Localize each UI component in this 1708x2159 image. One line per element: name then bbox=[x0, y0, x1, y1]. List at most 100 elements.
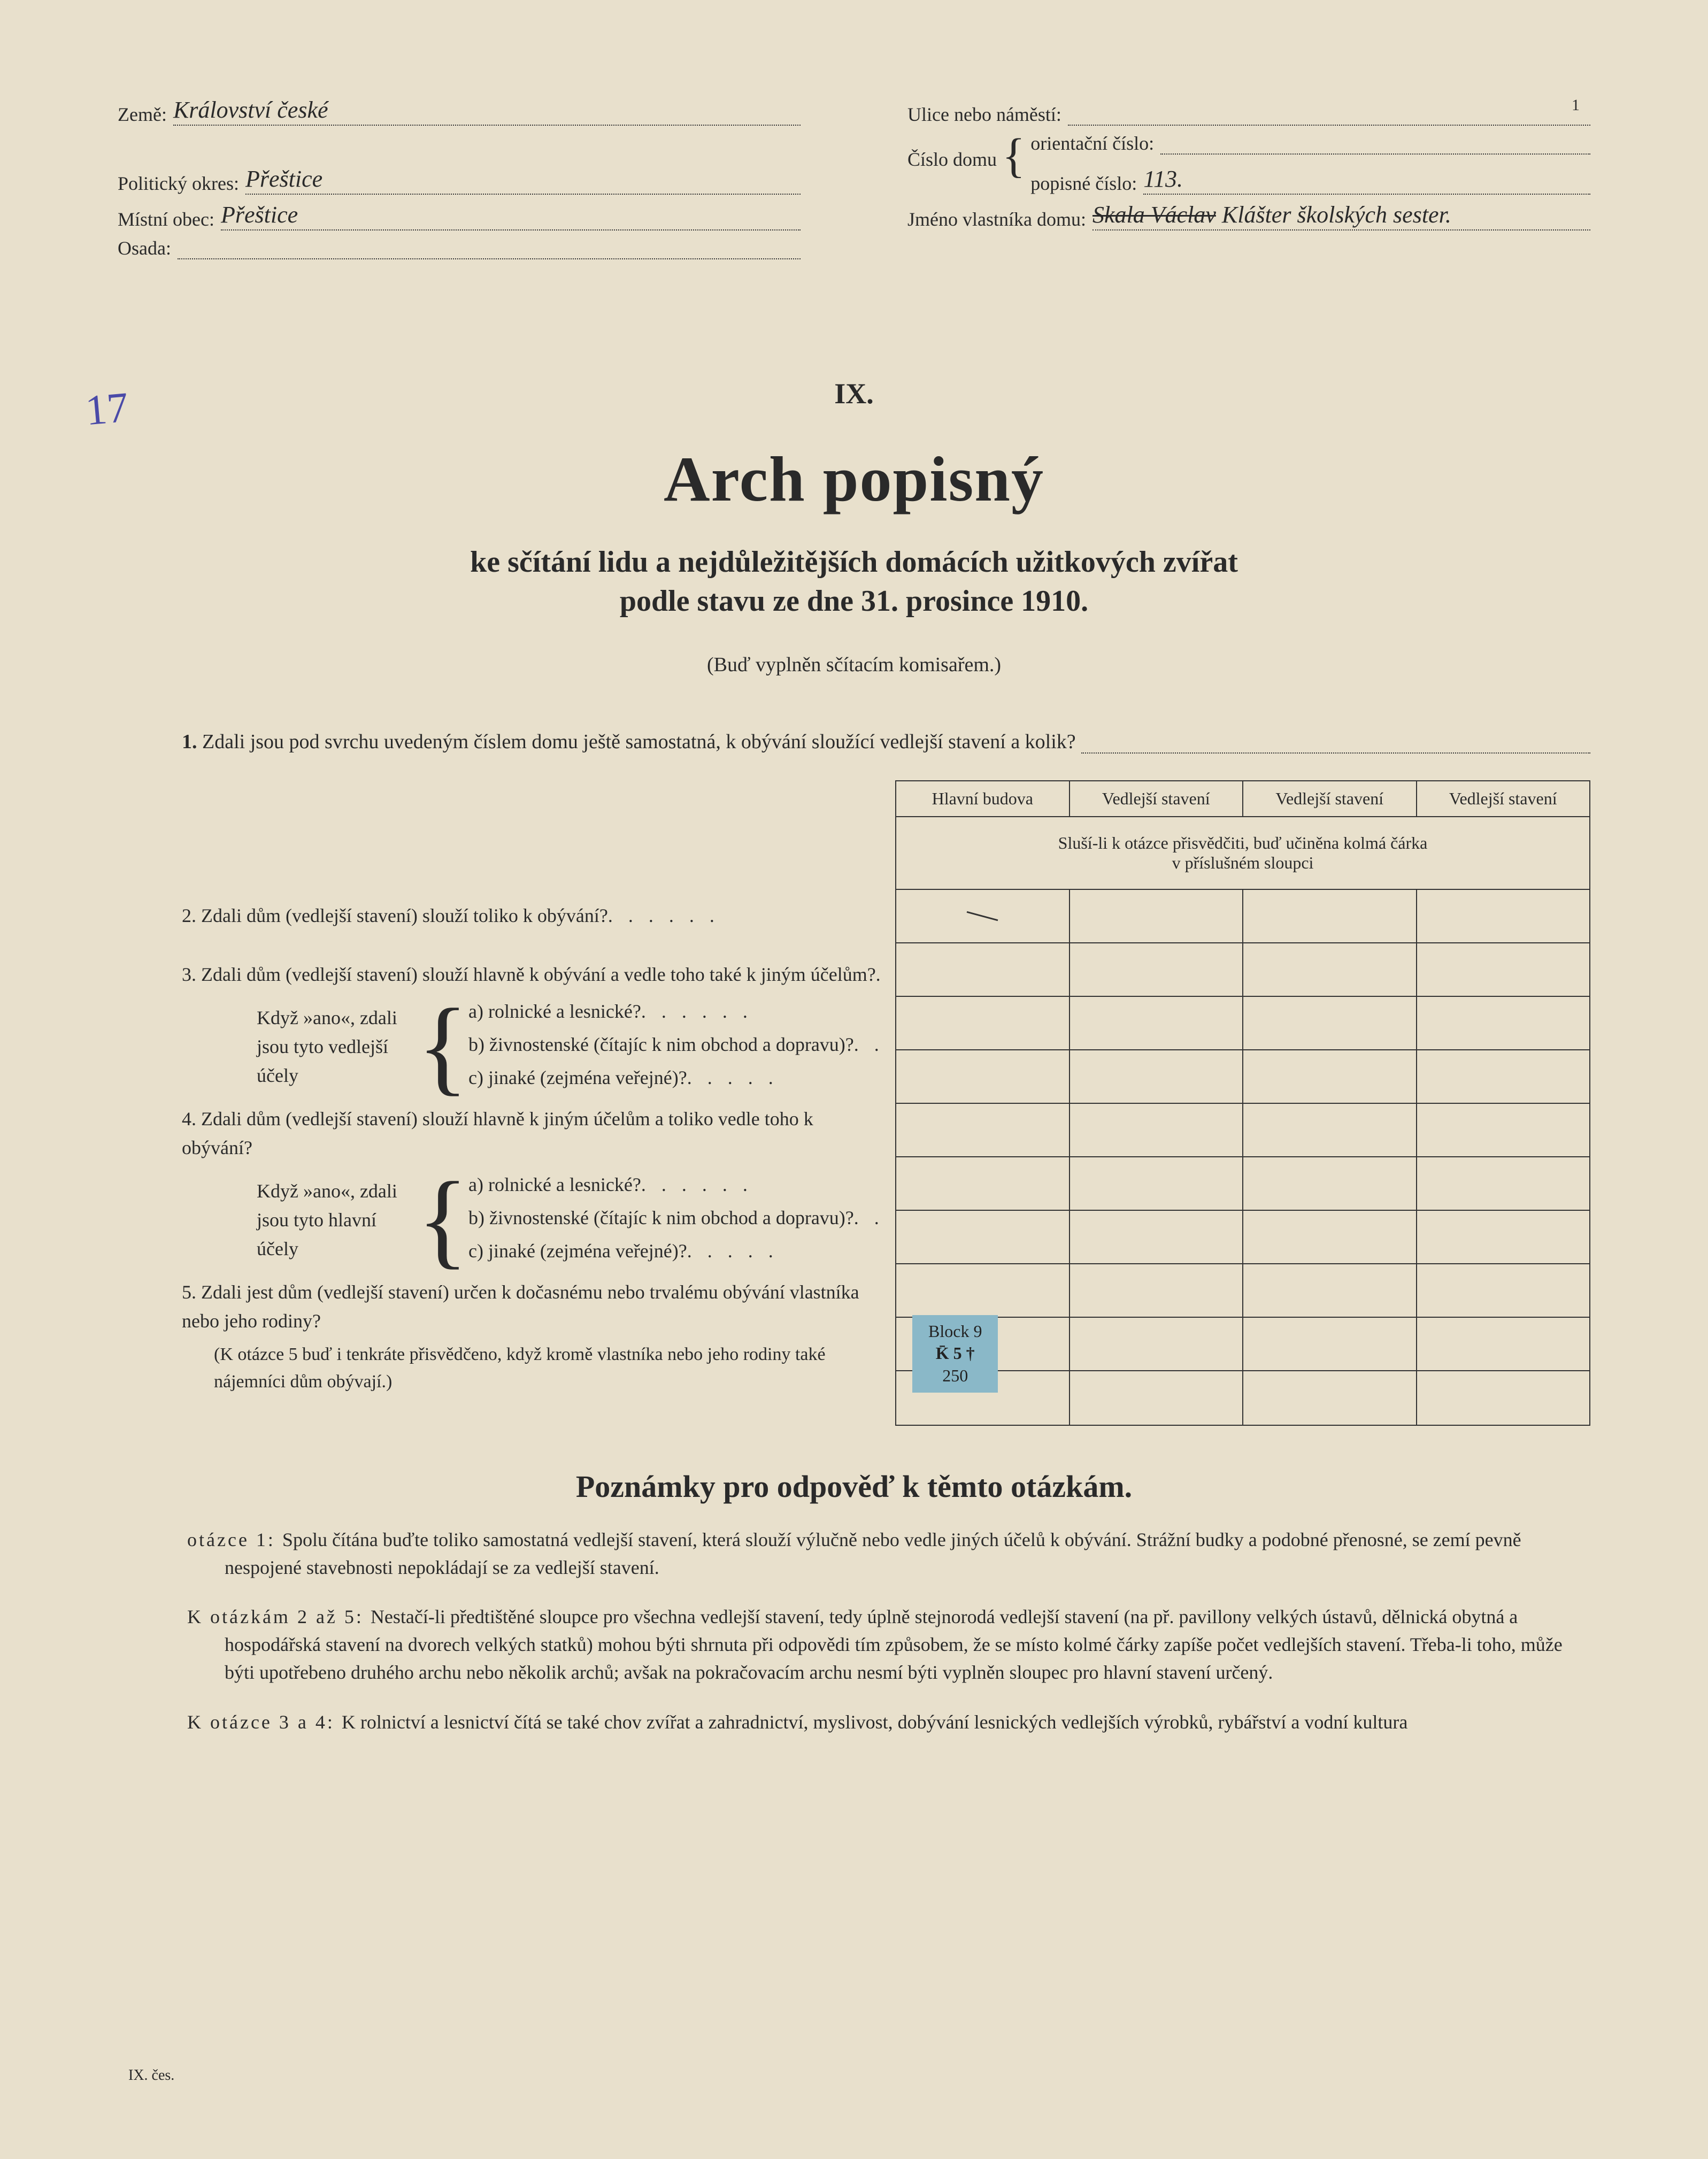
note-item: otázce 1: Spolu čítána buďte toliko samo… bbox=[187, 1526, 1590, 1581]
label-orient: orientační číslo: bbox=[1030, 132, 1154, 155]
value-popis: 113. bbox=[1143, 165, 1590, 195]
subgroup-1: Když »ano«, zdali jsou tyto vedlejší úče… bbox=[182, 997, 884, 1096]
table-cell bbox=[1243, 1264, 1417, 1318]
subtitle-l2: podle stavu ze dne 31. prosince 1910. bbox=[620, 585, 1088, 618]
table-cell bbox=[896, 1157, 1070, 1211]
th-2: Vedlejší stavení bbox=[1243, 781, 1417, 817]
field-owner: Jméno vlastníka domu: Skala Václav Klášt… bbox=[907, 201, 1590, 231]
opt-a: a) rolnické a lesnické? bbox=[468, 997, 641, 1026]
label: Jméno vlastníka domu: bbox=[907, 208, 1086, 231]
table-cell bbox=[1417, 943, 1590, 997]
table-row bbox=[896, 1371, 1589, 1425]
table-cell bbox=[1243, 1050, 1417, 1104]
owner-struck: Skala Václav bbox=[1092, 202, 1216, 228]
field-cislo-domu: Číslo domu { orientační číslo: popisné č… bbox=[907, 132, 1590, 195]
table-row bbox=[896, 1157, 1589, 1211]
table-row bbox=[896, 890, 1589, 943]
value: Království české bbox=[173, 96, 801, 126]
sg2-label: Když »ano«, zdali jsou tyto hlavní účely bbox=[182, 1177, 417, 1263]
dots: . . . . . . bbox=[608, 901, 884, 930]
table-cell bbox=[1070, 890, 1244, 943]
stamp-l2: K̄ 5 † bbox=[928, 1342, 982, 1365]
table-cell bbox=[896, 1211, 1070, 1264]
opt-b2: b) živnostenské (čítajíc k nim obchod a … bbox=[468, 1203, 854, 1232]
table-cell bbox=[1070, 1371, 1244, 1425]
label: Politický okres: bbox=[118, 172, 239, 195]
tick-mark bbox=[967, 911, 998, 920]
label: Číslo domu bbox=[907, 132, 997, 171]
table-cell bbox=[1070, 997, 1244, 1050]
note-label: otázce 1: bbox=[187, 1529, 282, 1550]
field-obec: Místní obec: Přeštice bbox=[118, 201, 801, 231]
question-4: 4. Zdali dům (vedlejší stavení) slouží h… bbox=[182, 1104, 884, 1162]
stamp-l1: Block 9 bbox=[928, 1320, 982, 1343]
notes-title: Poznámky pro odpověď k těmto otázkám. bbox=[118, 1469, 1590, 1504]
value: Přeštice bbox=[221, 201, 801, 231]
table-row bbox=[896, 1211, 1589, 1264]
stamp-l3: 250 bbox=[928, 1365, 982, 1387]
table-row bbox=[896, 1264, 1589, 1318]
question-2: 2. Zdali dům (vedlejší stavení) slouží t… bbox=[182, 893, 884, 930]
opt-b: b) živnostenské (čítajíc k nim obchod a … bbox=[468, 1030, 854, 1059]
main-grid: 2. Zdali dům (vedlejší stavení) slouží t… bbox=[182, 780, 1590, 1426]
label: Osada: bbox=[118, 237, 171, 259]
subtitle: ke sčítání lidu a nejdůležitějších domác… bbox=[118, 543, 1590, 621]
table-cell bbox=[1243, 1104, 1417, 1157]
table-cell bbox=[1243, 890, 1417, 943]
table-body bbox=[896, 890, 1589, 1425]
table-hint: Sluší-li k otázce přisvědčiti, buď učině… bbox=[896, 817, 1589, 890]
bracket-icon: { bbox=[1002, 142, 1025, 171]
table-cell bbox=[896, 997, 1070, 1050]
sg1-label: Když »ano«, zdali jsou tyto vedlejší úče… bbox=[182, 1003, 417, 1090]
subtitle-l1: ke sčítání lidu a nejdůležitějších domác… bbox=[470, 545, 1238, 579]
label: Země: bbox=[118, 103, 167, 126]
opt-c: c) jinaké (zejména veřejné)? bbox=[468, 1063, 687, 1092]
table-cell bbox=[1417, 997, 1590, 1050]
filled-by-note: (Buď vyplněn sčítacím komisařem.) bbox=[118, 653, 1590, 677]
table-cell bbox=[1417, 1104, 1590, 1157]
main-title: Arch popisný bbox=[118, 442, 1590, 516]
table-cell bbox=[1243, 1371, 1417, 1425]
roman-numeral: IX. bbox=[118, 377, 1590, 410]
question-3: 3. Zdali dům (vedlejší stavení) slouží h… bbox=[182, 935, 884, 989]
table-cell bbox=[1243, 1318, 1417, 1371]
table-cell bbox=[1417, 1318, 1590, 1371]
table-cell bbox=[1417, 890, 1590, 943]
table-cell bbox=[1243, 1157, 1417, 1211]
table-cell bbox=[1243, 1211, 1417, 1264]
table-cell bbox=[1070, 1264, 1244, 1318]
field-ulice: Ulice nebo náměstí: bbox=[907, 96, 1590, 126]
value bbox=[178, 257, 801, 259]
owner-value: Klášter školských sester. bbox=[1222, 202, 1451, 228]
table-cell bbox=[896, 1050, 1070, 1104]
header-block: Země: Království české Ulice nebo náměst… bbox=[118, 96, 1590, 259]
q3-text: 3. Zdali dům (vedlejší stavení) slouží h… bbox=[182, 960, 876, 989]
questions-column: 2. Zdali dům (vedlejší stavení) slouží t… bbox=[182, 780, 895, 1426]
table-cell bbox=[1417, 1211, 1590, 1264]
table-cell bbox=[1417, 1371, 1590, 1425]
note-body: Nestačí-li předtištěné sloupce pro všech… bbox=[225, 1606, 1563, 1683]
value: Skala Václav Klášter školských sester. bbox=[1092, 201, 1590, 231]
table-cell bbox=[1070, 1157, 1244, 1211]
table-cell bbox=[1243, 943, 1417, 997]
question-5: 5. Zdali jest dům (vedlejší stavení) urč… bbox=[182, 1278, 884, 1335]
table-cell bbox=[1070, 1050, 1244, 1104]
th-3: Vedlejší stavení bbox=[1417, 781, 1590, 817]
q5-text: 5. Zdali jest dům (vedlejší stavení) urč… bbox=[182, 1278, 884, 1335]
q1-blank bbox=[1081, 730, 1590, 754]
table-row bbox=[896, 1050, 1589, 1104]
table-cell bbox=[896, 943, 1070, 997]
margin-annotation: 17 bbox=[83, 383, 130, 436]
value: Přeštice bbox=[245, 165, 801, 195]
table-cell bbox=[896, 890, 1070, 943]
opt-c2: c) jinaké (zejména veřejné)? bbox=[468, 1236, 687, 1265]
value bbox=[1068, 124, 1590, 126]
label: Místní obec: bbox=[118, 208, 214, 231]
table-row bbox=[896, 1318, 1589, 1371]
label: Ulice nebo náměstí: bbox=[907, 103, 1061, 126]
note-label: K otázce 3 a 4: bbox=[187, 1711, 342, 1733]
q2-text: 2. Zdali dům (vedlejší stavení) slouží t… bbox=[182, 901, 608, 930]
table-cell bbox=[1070, 943, 1244, 997]
note-body: Spolu čítána buďte toliko samostatná ved… bbox=[225, 1529, 1521, 1578]
table-row bbox=[896, 943, 1589, 997]
